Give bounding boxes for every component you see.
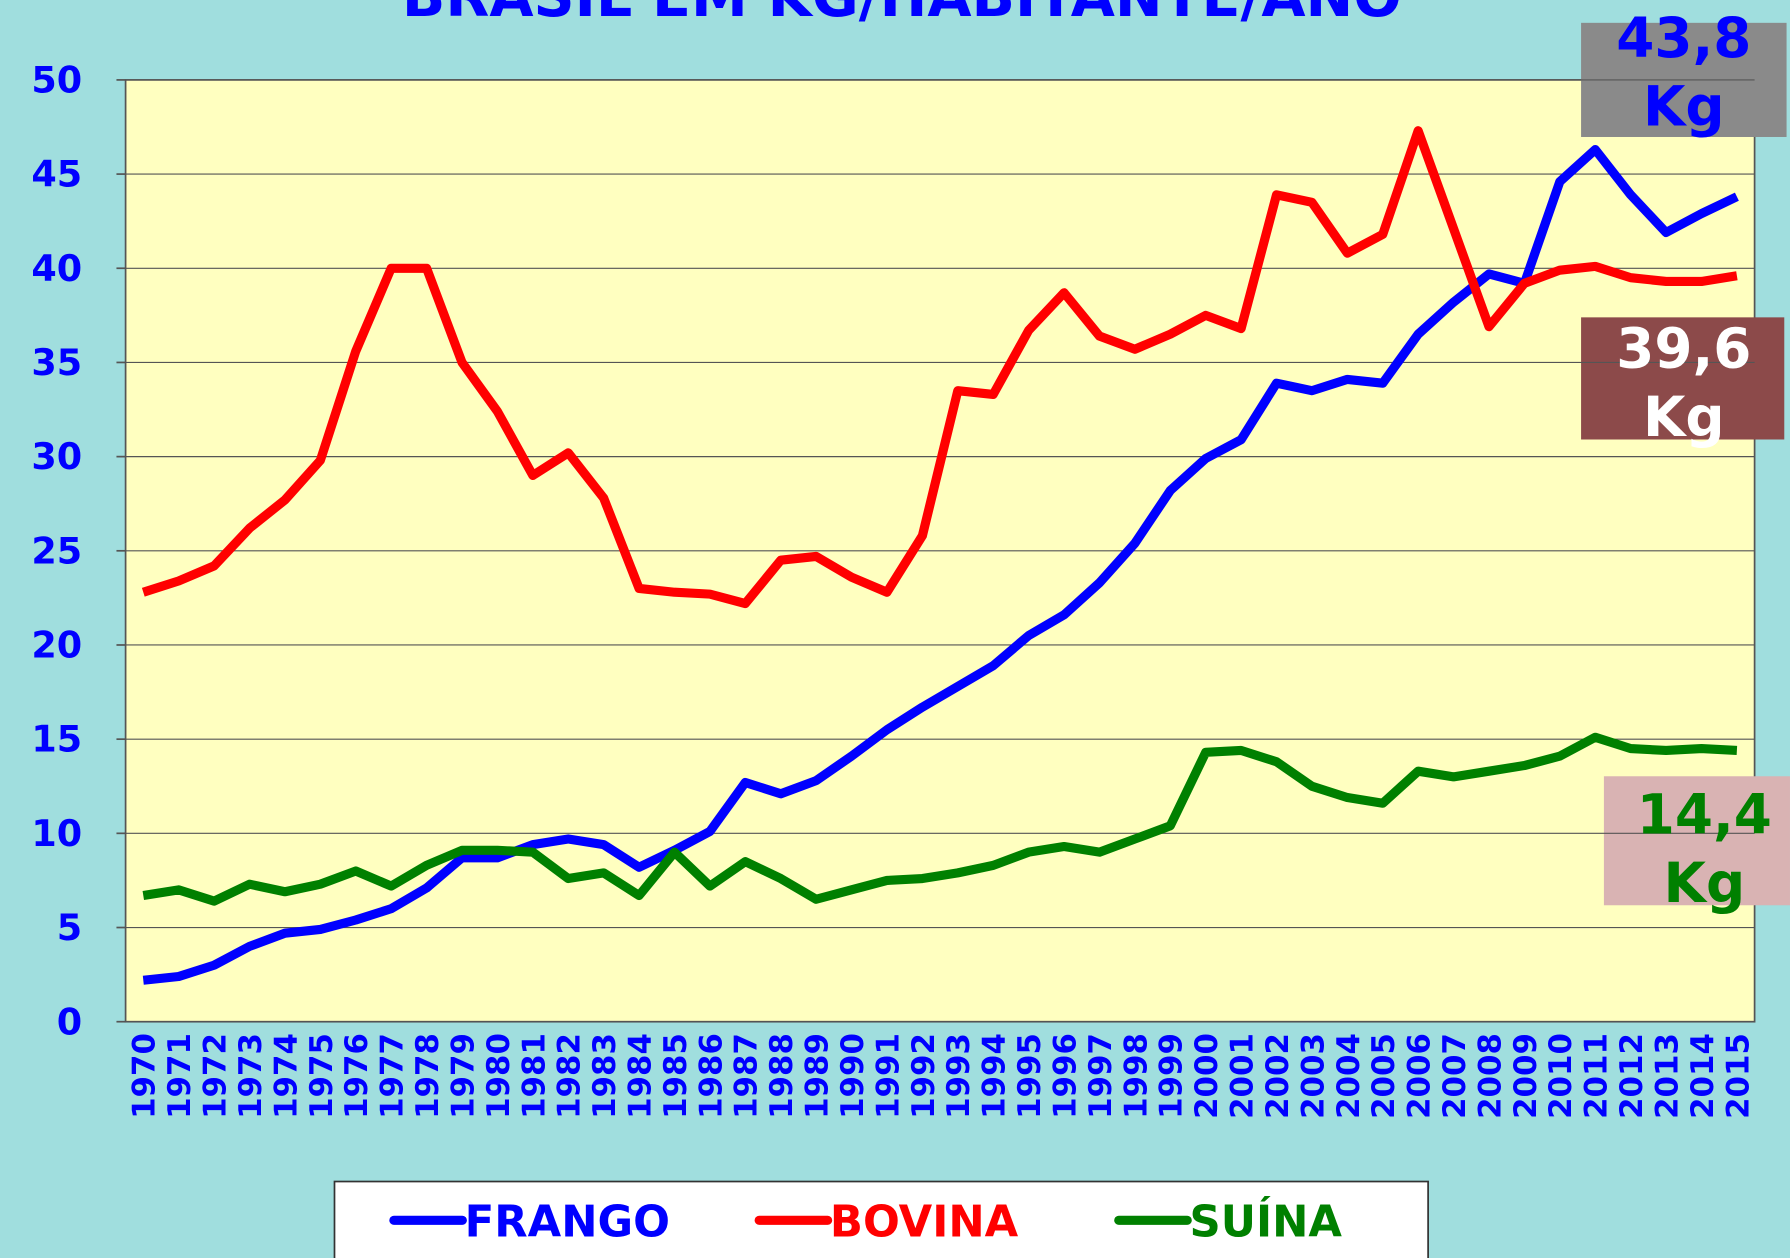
x-tick-label: 2007 — [1437, 1033, 1473, 1119]
photo-beef — [1581, 317, 1785, 440]
x-tick-label: 1996 — [1047, 1033, 1083, 1119]
x-tick-label: 1999 — [1154, 1033, 1190, 1119]
x-tick-label: 1986 — [693, 1033, 729, 1119]
y-tick-label: 45 — [31, 153, 82, 196]
x-tick-label: 1976 — [339, 1033, 375, 1119]
x-tick-label: 1972 — [198, 1033, 234, 1119]
photo-pork — [1603, 776, 1790, 906]
annotation: 14,4 — [1637, 782, 1772, 846]
x-tick-label: 2009 — [1508, 1033, 1544, 1119]
x-tick-label: 1995 — [1012, 1033, 1048, 1119]
x-tick-label: 2005 — [1366, 1033, 1402, 1119]
x-tick-label: 2010 — [1543, 1033, 1579, 1119]
x-tick-label: 1988 — [764, 1033, 800, 1119]
x-tick-label: 2004 — [1331, 1033, 1367, 1119]
x-tick-label: 2001 — [1225, 1033, 1261, 1119]
x-tick-label: 1994 — [977, 1033, 1013, 1119]
x-tick-label: 1974 — [268, 1033, 304, 1119]
x-tick-label: 2008 — [1472, 1033, 1508, 1119]
x-tick-label: 1997 — [1083, 1033, 1119, 1119]
series-line — [142, 732, 1738, 906]
x-tick-label: 1980 — [481, 1033, 517, 1119]
y-tick-label: 15 — [31, 718, 82, 761]
x-tick-label: 1981 — [516, 1033, 552, 1119]
legend-label: SUÍNA — [1190, 1196, 1343, 1247]
y-tick-label: 20 — [31, 624, 82, 667]
x-tick-label: 1979 — [445, 1033, 481, 1119]
annotation: Kg — [1643, 385, 1725, 449]
x-tick-label: 1971 — [162, 1033, 198, 1119]
x-tick-label: 1983 — [587, 1033, 623, 1119]
x-tick-label: 2015 — [1720, 1033, 1756, 1119]
x-tick-label: 2000 — [1189, 1033, 1225, 1119]
x-tick-label: 2012 — [1614, 1033, 1650, 1119]
x-tick-label: 1993 — [941, 1033, 977, 1119]
photo — [1581, 317, 1785, 440]
x-tick-label: 1977 — [375, 1033, 411, 1119]
x-tick-label: 1989 — [800, 1033, 836, 1119]
y-tick-label: 10 — [31, 812, 82, 855]
annotation: 43,8 — [1616, 6, 1751, 70]
x-tick-label: 1975 — [304, 1033, 340, 1119]
y-tick-label: 0 — [57, 1000, 82, 1043]
x-tick-label: 2013 — [1649, 1033, 1685, 1119]
x-tick-label: 1990 — [835, 1033, 871, 1119]
photo — [1603, 776, 1790, 906]
x-tick-label: 2011 — [1579, 1033, 1615, 1119]
x-tick-label: 1973 — [233, 1033, 269, 1119]
y-tick-label: 30 — [31, 435, 82, 478]
x-tick-label: 2006 — [1402, 1033, 1438, 1119]
y-tick-label: 40 — [31, 247, 82, 290]
x-tick-label: 1998 — [1118, 1033, 1154, 1119]
legend — [333, 1180, 1429, 1258]
y-tick-label: 35 — [31, 341, 82, 384]
x-tick-label: 1970 — [127, 1033, 163, 1119]
annotation: Kg — [1664, 851, 1746, 915]
x-tick-label: 1984 — [622, 1033, 658, 1119]
y-tick-label: 50 — [31, 58, 82, 101]
y-tick-label: 5 — [57, 906, 82, 949]
x-tick-label: 1985 — [658, 1033, 694, 1119]
x-tick-label: 2003 — [1295, 1033, 1331, 1119]
x-tick-label: 2002 — [1260, 1033, 1296, 1119]
annotation: 39,6 — [1616, 317, 1751, 381]
chart-title: BRASIL EM KG/HABITANTE/ANO — [402, 0, 1402, 30]
x-tick-label: 1992 — [906, 1033, 942, 1119]
x-tick-label: 2014 — [1685, 1033, 1721, 1119]
annotation: Kg — [1643, 75, 1725, 139]
x-tick-label: 1991 — [870, 1033, 906, 1119]
series-line — [141, 126, 1738, 609]
legend-label: FRANGO — [465, 1197, 670, 1247]
legend-label: BOVINA — [830, 1197, 1019, 1247]
x-tick-label: 1978 — [410, 1033, 446, 1119]
x-tick-label: 1982 — [552, 1033, 588, 1119]
x-tick-label: 1987 — [729, 1033, 765, 1119]
y-tick-label: 25 — [31, 529, 82, 572]
